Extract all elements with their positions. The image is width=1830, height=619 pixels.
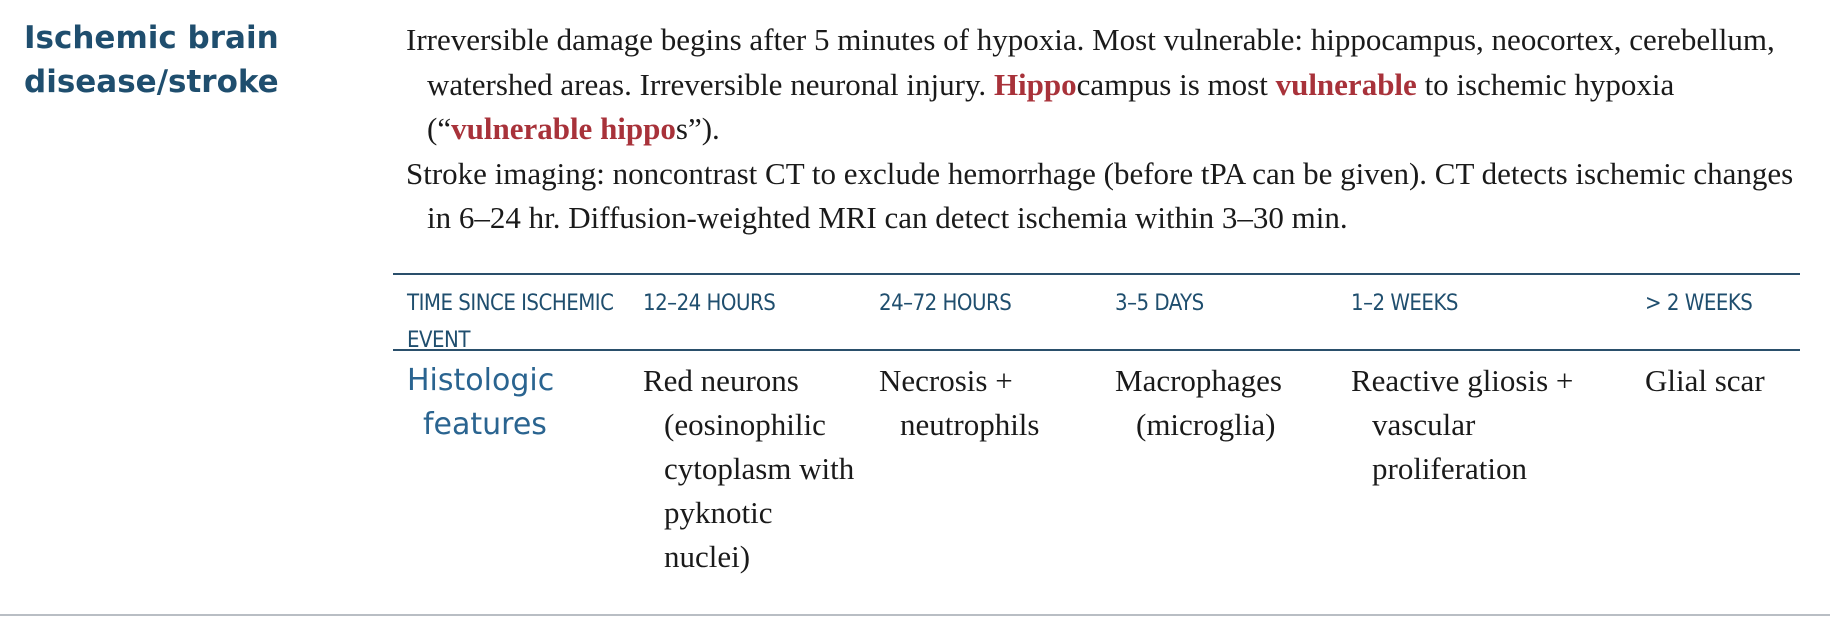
vulnerable-highlight: vulnerable [1275,66,1417,102]
vulnerable-hippo-highlight: vulnerable hippo [451,111,676,146]
cell-12-24-hours: Red neurons (eosinophilic cytoplasm with… [643,363,855,574]
table-header-rule [393,349,1800,351]
cell-24-72-hours: Necrosis + neutrophils [879,363,1040,442]
table-header-row: TIME SINCE ISCHEMIC EVENT 12–24 HOURS 24… [393,275,1800,353]
paragraph1-text-part2: campus is most [1076,66,1276,102]
section-heading-line1: Ischemic brain [24,20,279,56]
row-label-histologic-features: Histologic features [407,363,555,442]
header-time-line1: TIME SINCE ISCHEMIC [407,291,614,316]
body-text: Irreversible damage begins after 5 minut… [406,18,1806,241]
cell-1-2-weeks: Reactive gliosis + vascular proliferatio… [1351,363,1574,486]
paragraph-vulnerability: Irreversible damage begins after 5 minut… [406,18,1806,152]
header-time-line2: EVENT [407,328,470,353]
cell-over-2-weeks: Glial scar [1645,363,1765,398]
paragraph1-text-part1: Irreversible damage begins after 5 minut… [406,22,1775,102]
table-top-rule [393,273,1800,275]
header-time-since-event: TIME SINCE ISCHEMIC EVENT [407,285,614,359]
paragraph1-text-part4: s”). [675,111,720,146]
paragraph1-text-part3: to ischemic hypoxia (“ [427,66,1675,147]
section-heading: Ischemic brain disease/stroke [24,16,279,104]
hippo-highlight: Hippo [993,66,1077,102]
header-12-24-hours: 12–24 HOURS [643,291,776,316]
page-bottom-rule [0,614,1830,616]
header-3-5-days: 3–5 DAYS [1115,291,1204,316]
header-over-2-weeks: > 2 WEEKS [1645,291,1753,316]
section-heading-line2: disease/stroke [24,64,279,100]
table-row-histologic: Histologic features Red neurons (eosinop… [393,351,1800,619]
ischemic-timeline-table: TIME SINCE ISCHEMIC EVENT 12–24 HOURS 24… [393,273,1800,619]
paragraph-stroke-imaging: Stroke imaging: noncontrast CT to exclud… [406,155,1794,236]
header-1-2-weeks: 1–2 WEEKS [1351,291,1458,316]
header-24-72-hours: 24–72 HOURS [879,291,1012,316]
cell-3-5-days: Macrophages (microglia) [1115,363,1282,442]
